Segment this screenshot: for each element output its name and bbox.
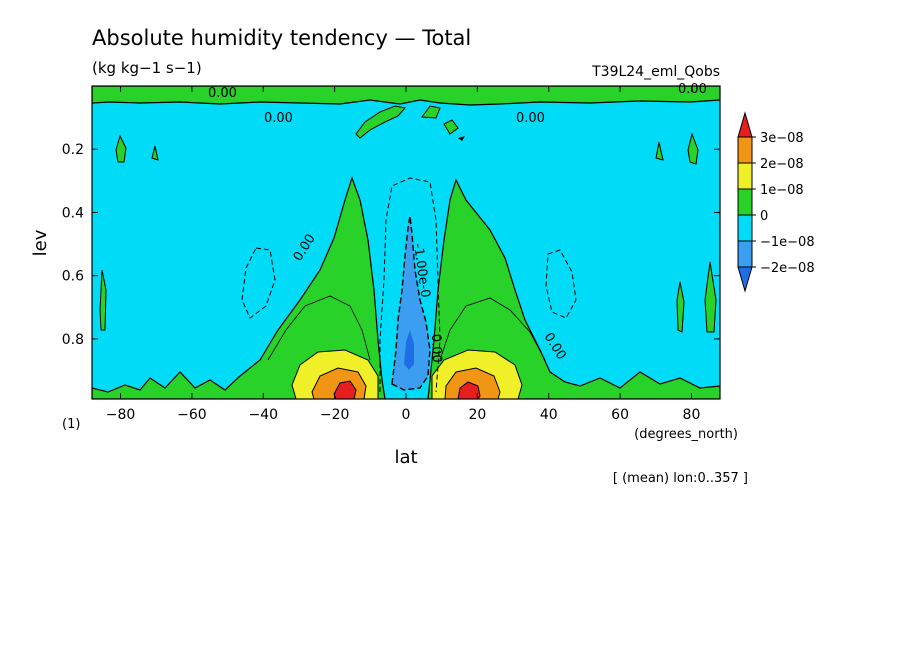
x-axis-label: lat [394, 447, 417, 468]
y-axis-label: lev [30, 229, 51, 256]
contour-label: 0.00 [208, 86, 237, 101]
blob-top-1 [355, 105, 406, 139]
thin-contour-left [267, 295, 371, 361]
min-center-dark [404, 330, 414, 370]
y-tick-label: 0.2 [62, 142, 84, 158]
y-tick-label: 0.8 [62, 332, 84, 348]
x-tick-label: 20 [468, 407, 486, 423]
max-left-red [333, 380, 357, 399]
plot-area [92, 86, 720, 399]
chart-title: Absolute humidity tendency — Total [92, 26, 471, 50]
contour-label: 0.00 [428, 334, 444, 363]
max-right-red [457, 381, 481, 399]
colorbar-swatch [737, 214, 753, 242]
strip-right-3 [704, 261, 717, 333]
x-axis-units: (degrees_north) [634, 427, 738, 442]
averaging-note: [ (mean) lon:0..357 ] [613, 471, 748, 486]
x-tick-label: 0 [402, 407, 411, 423]
colorbar-label: 1e−08 [760, 183, 804, 198]
strip-left-3 [99, 269, 107, 331]
colorbar-swatch [737, 240, 753, 268]
blob-top-4 [458, 136, 465, 141]
x-tick-label: 60 [611, 407, 629, 423]
bottom-positive-band [92, 176, 720, 399]
dashed-contour-center [379, 177, 441, 393]
x-tick-label: −40 [248, 407, 278, 423]
strip-left-1 [115, 134, 127, 163]
x-tick-label: −80 [106, 407, 136, 423]
x-tick-label: −60 [177, 407, 207, 423]
contour-label: 0.00 [516, 111, 545, 126]
thin-contour-right [439, 297, 546, 361]
strip-right-2 [655, 141, 664, 161]
colorbar-swatch [737, 162, 753, 190]
colorbar-swatch [737, 188, 753, 216]
contour-label: 0.00 [264, 111, 293, 126]
colorbar-swatch [737, 136, 753, 164]
colorbar-label: −2e−08 [760, 261, 815, 276]
y-tick-label: 0.6 [62, 269, 84, 285]
colorbar-label: 3e−08 [760, 131, 804, 146]
blob-top-2 [421, 105, 441, 119]
colorbar-label: −1e−08 [760, 235, 815, 250]
colorbar: 3e−08 2e−08 1e−08 0 −1e−08 −2e−08 [737, 111, 815, 293]
y-axis: 0.2 0.4 0.6 0.8 [62, 142, 720, 348]
colorbar-bottom-triangle [737, 266, 753, 293]
strip-right-1 [687, 132, 699, 165]
run-label: T39L24_eml_Qobs [591, 64, 720, 80]
dashed-contour-right [545, 249, 577, 319]
colorbar-top-triangle [737, 111, 753, 138]
blob-top-3 [443, 119, 459, 135]
contour-label: 0.00 [678, 82, 707, 97]
dashed-contour-left [241, 247, 276, 319]
chart-units: (kg kg−1 s−1) [92, 59, 202, 77]
colorbar-label: 2e−08 [760, 157, 804, 172]
x-tick-label: 80 [683, 407, 701, 423]
strip-right-4 [676, 281, 685, 333]
x-tick-label: 40 [540, 407, 558, 423]
colorbar-label: 0 [760, 209, 768, 224]
x-axis: −80 −60 −40 −20 0 20 40 60 80 [106, 86, 701, 423]
top-positive-band [92, 86, 720, 106]
y-axis-units: (1) [62, 417, 80, 432]
strip-left-2 [151, 145, 159, 161]
y-tick-label: 0.4 [62, 205, 84, 221]
min-center-blue [391, 215, 431, 391]
x-tick-label: −20 [320, 407, 350, 423]
